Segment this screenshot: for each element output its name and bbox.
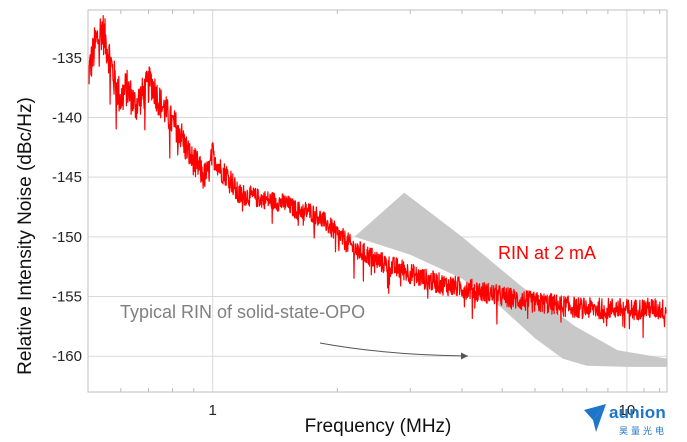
gridlines	[88, 10, 667, 392]
y-tick-label: -150	[52, 229, 82, 246]
x-axis-title: Frequency (MHz)	[305, 416, 452, 437]
y-tick-label: -155	[52, 289, 82, 306]
y-tick-label: -140	[52, 109, 82, 126]
rin-label-annotation: RIN at 2 mA	[498, 243, 596, 263]
y-axis-title: Relative Intensity Noise (dBc/Hz)	[15, 97, 36, 375]
rin-trace-line	[87, 15, 668, 338]
opo-shaded-band	[354, 192, 667, 367]
opo-annotation-arrowhead	[461, 352, 468, 360]
y-tick-labels: -135 -140 -145 -150 -155 -160	[52, 50, 82, 365]
plot-frame	[87, 9, 668, 393]
plot-border	[87, 9, 668, 393]
x-tick-label: 10	[619, 402, 636, 419]
logo-subtitle: 昊量光电	[619, 426, 668, 436]
rin-series	[87, 15, 668, 338]
y-tick-label: -145	[52, 169, 82, 186]
opo-annotation-arrow	[319, 342, 469, 357]
shaded-region-opo	[354, 192, 667, 367]
opo-label-annotation: Typical RIN of solid-state-OPO	[120, 302, 365, 322]
aunion-logo: aunion 昊量光电	[582, 402, 682, 438]
logo-wing-icon	[584, 404, 606, 432]
y-tick-label: -160	[52, 348, 82, 365]
logo-word: aunion	[609, 403, 666, 422]
x-tick-labels: 1 10	[209, 402, 636, 419]
y-tick-label: -135	[52, 50, 82, 67]
x-tick-label: 1	[209, 402, 217, 419]
